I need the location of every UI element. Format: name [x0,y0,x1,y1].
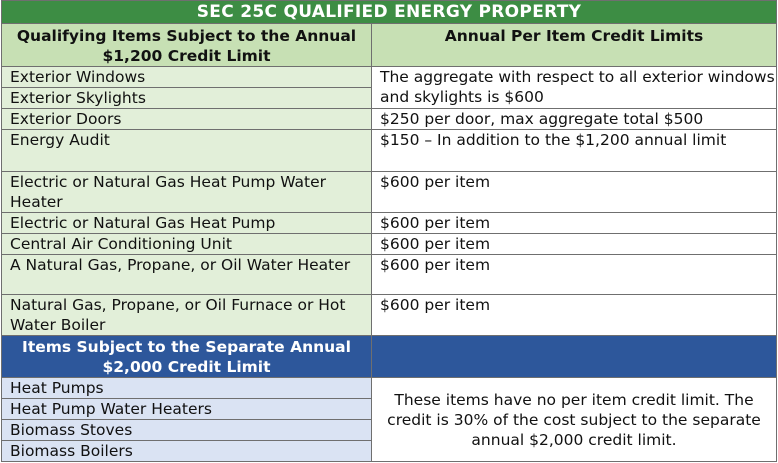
table-row: Exterior Windows The aggregate with resp… [1,66,777,109]
column-header-limits: Annual Per Item Credit Limits [371,23,777,67]
item-cell: Energy Audit [1,129,372,172]
item-cell: Exterior Skylights [1,87,372,109]
table-row: Electric or Natural Gas Heat Pump $600 p… [1,212,777,234]
limit-cell: $600 per item [371,212,777,234]
item-cell: Central Air Conditioning Unit [1,233,372,255]
item-cell: Electric or Natural Gas Heat Pump Water … [1,171,372,213]
limit-cell: $600 per item [371,294,777,336]
limit-cell: $600 per item [371,254,777,295]
item-cell: Natural Gas, Propane, or Oil Furnace or … [1,294,372,336]
item-cell: Exterior Doors [1,108,372,130]
section-header-row: Items Subject to the Separate Annual $2,… [1,335,777,378]
section-header-blank [371,335,777,378]
table-row: Biomass Stoves [1,419,777,441]
table-row: Energy Audit $150 – In addition to the $… [1,129,777,172]
item-cell: Biomass Boilers [1,440,372,462]
table-row: Heat Pump Water Heaters [1,398,777,420]
limit-cell: $600 per item [371,171,777,213]
item-cell: Biomass Stoves [1,419,372,441]
section-header-2000: Items Subject to the Separate Annual $2,… [1,335,372,378]
item-cell: Electric or Natural Gas Heat Pump [1,212,372,234]
column-header-items: Qualifying Items Subject to the Annual $… [1,23,372,67]
title-row: SEC 25C QUALIFIED ENERGY PROPERTY [1,0,777,24]
table-title: SEC 25C QUALIFIED ENERGY PROPERTY [1,0,777,24]
limit-cell: $600 per item [371,233,777,255]
limit-cell: $250 per door, max aggregate total $500 [371,108,777,130]
item-cell: Heat Pumps [1,377,372,399]
table-row: Biomass Boilers [1,440,777,462]
table-row: Exterior Skylights [1,87,777,109]
item-cell: Exterior Windows [1,66,372,88]
header-row: Qualifying Items Subject to the Annual $… [1,23,777,67]
section-2000-note: These items have no per item credit limi… [371,377,777,462]
item-cell: Heat Pump Water Heaters [1,398,372,420]
table-row: Natural Gas, Propane, or Oil Furnace or … [1,294,777,336]
item-cell: A Natural Gas, Propane, or Oil Water Hea… [1,254,372,295]
table-row: Electric or Natural Gas Heat Pump Water … [1,171,777,213]
table-row: Exterior Doors $250 per door, max aggreg… [1,108,777,130]
table-row: Heat Pumps These items have no per item … [1,377,777,462]
limit-cell: $150 – In addition to the $1,200 annual … [371,129,777,172]
table-row: Central Air Conditioning Unit $600 per i… [1,233,777,255]
limit-cell: The aggregate with respect to all exteri… [371,66,777,109]
table-row: A Natural Gas, Propane, or Oil Water Hea… [1,254,777,295]
